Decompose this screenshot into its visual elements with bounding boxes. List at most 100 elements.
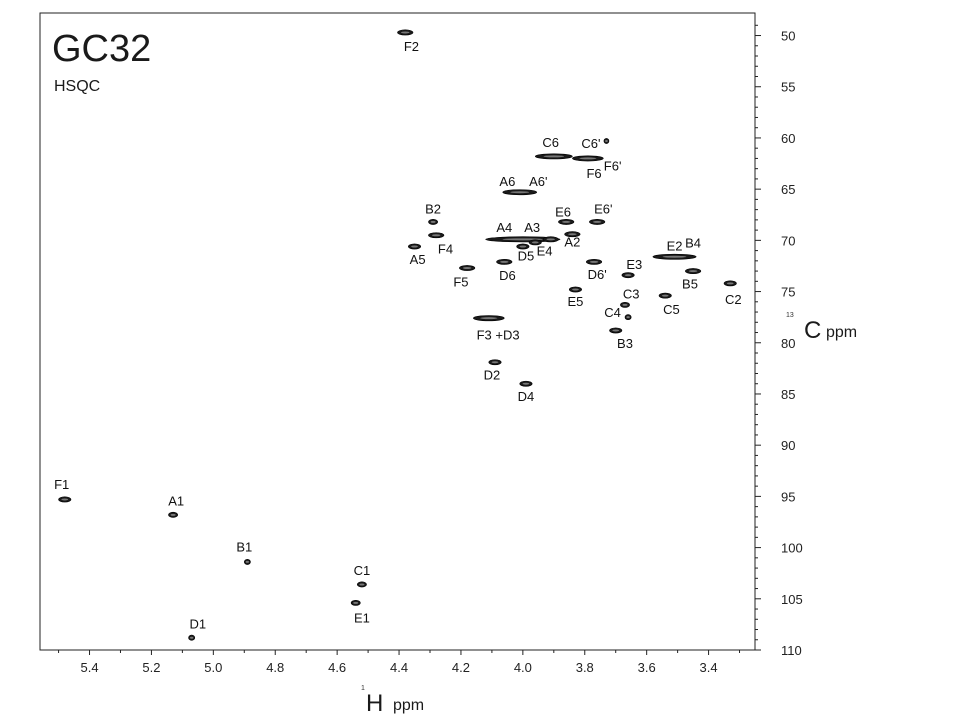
cross-peak-contour	[561, 220, 571, 223]
x-axis-nucleus-superscript: 1	[361, 685, 365, 692]
cross-peak-contour	[543, 155, 565, 158]
y-tick-label: 95	[781, 489, 795, 504]
cross-peak-contour	[510, 191, 530, 194]
x-tick-label: 3.6	[638, 660, 656, 675]
x-tick-label: 3.4	[700, 660, 718, 675]
peak-label: D5	[518, 249, 535, 264]
cross-peak-contour	[688, 270, 698, 273]
y-tick-label: 65	[781, 182, 795, 197]
x-tick-label: 5.4	[80, 660, 98, 675]
peak-label: D2	[484, 368, 501, 383]
x-tick-label: 4.8	[266, 660, 284, 675]
peak-label: B4	[685, 235, 701, 250]
cross-peak-contour	[579, 157, 597, 160]
x-tick-label: 5.2	[142, 660, 160, 675]
x-axis-ticks: 5.4 5.2 5.0 4.8 4.6 4.4 4.2 4.0 3.8 3.6 3.4	[58, 650, 741, 675]
peak-label: C3	[623, 287, 640, 302]
peak-label: B2	[425, 202, 441, 217]
peak-label: A3	[524, 220, 540, 235]
cross-peak-contour	[572, 288, 579, 291]
peak-label: E6'	[594, 202, 612, 217]
cross-peak-contour	[359, 583, 365, 586]
peak-label: D4	[518, 389, 535, 404]
x-tick-label: 5.0	[204, 660, 222, 675]
peak-label: C4	[604, 305, 621, 320]
cross-peak-contour	[605, 140, 608, 143]
peak-label: B1	[236, 540, 252, 555]
y-tick-label: 100	[781, 541, 803, 556]
cross-peak-contour	[430, 220, 436, 223]
y-axis-nucleus: C	[804, 317, 821, 344]
y-tick-label: 105	[781, 592, 803, 607]
y-axis-unit: ppm	[826, 324, 857, 341]
cross-peak-contour	[170, 513, 176, 516]
cross-peak-contour	[568, 233, 577, 236]
peak-label: E3	[626, 257, 642, 272]
cross-peak-contour	[400, 31, 410, 34]
peak-label: A4	[496, 220, 512, 235]
cross-peak-contour	[546, 238, 555, 241]
peak-label: A1	[168, 494, 184, 509]
cross-peak-contour	[589, 260, 599, 263]
peak-label: D6'	[588, 267, 607, 282]
y-axis-ticks: 50 55 60 65 70 75 80 85 90 95 100 105 110	[755, 24, 803, 658]
cross-peak-contour	[522, 382, 530, 385]
y-tick-label: 55	[781, 80, 795, 95]
x-tick-label: 4.2	[452, 660, 470, 675]
peak-label: F1	[54, 477, 69, 492]
chart-title: GC32	[52, 28, 151, 70]
cross-peak-contour	[626, 316, 630, 319]
cross-peak-contour	[245, 560, 250, 563]
cross-peak-contour	[480, 317, 498, 320]
x-axis-nucleus: H	[366, 690, 383, 717]
peak-label: A6	[499, 174, 515, 189]
x-tick-label: 4.6	[328, 660, 346, 675]
cross-peak-contour	[431, 234, 441, 237]
cross-peak-contour	[531, 241, 539, 244]
y-axis-nucleus-superscript: 13	[786, 312, 794, 319]
cross-peak-contour	[622, 303, 628, 306]
peak-label: E2	[667, 238, 683, 253]
peak-label: E6	[555, 205, 571, 220]
cross-peak-contour	[353, 601, 359, 604]
peak-label: F6'	[604, 159, 622, 174]
peak-label: D1	[190, 616, 207, 631]
cross-peak-contour	[61, 498, 69, 501]
cross-peak-contour	[661, 294, 669, 297]
y-tick-label: 80	[781, 336, 795, 351]
cross-peak-contour	[624, 274, 632, 277]
peak-label: E5	[568, 294, 584, 309]
peak-label: B5	[682, 276, 698, 291]
peak-label: F4	[438, 242, 453, 257]
peak-layer	[58, 29, 737, 641]
cross-peak-contour	[491, 361, 499, 364]
x-axis-unit: ppm	[393, 697, 424, 714]
y-tick-label: 60	[781, 131, 795, 146]
cross-peak-contour	[189, 636, 194, 639]
peak-label: A6'	[529, 174, 547, 189]
cross-peak-contour	[612, 329, 620, 332]
y-tick-label: 85	[781, 387, 795, 402]
cross-peak-contour	[462, 267, 472, 270]
cross-peak-contour	[411, 245, 418, 248]
cross-peak-contour	[519, 245, 527, 248]
peak-label: C5	[663, 302, 680, 317]
peak-label: A2	[564, 234, 580, 249]
cross-peak-contour	[662, 255, 687, 258]
x-tick-label: 4.4	[390, 660, 408, 675]
peak-label: E1	[354, 610, 370, 625]
y-tick-label: 70	[781, 233, 795, 248]
peak-label: C6'	[581, 136, 600, 151]
peak-label: F5	[453, 274, 468, 289]
y-tick-label: 50	[781, 29, 795, 44]
peak-label: A5	[410, 252, 426, 267]
peak-label: F6	[586, 166, 601, 181]
peak-label: C1	[354, 563, 371, 578]
x-tick-label: 4.0	[514, 660, 532, 675]
peak-label: E4	[537, 244, 553, 259]
peak-label: F3 +D3	[477, 328, 520, 343]
y-tick-label: 75	[781, 285, 795, 300]
plot-frame	[39, 12, 756, 651]
